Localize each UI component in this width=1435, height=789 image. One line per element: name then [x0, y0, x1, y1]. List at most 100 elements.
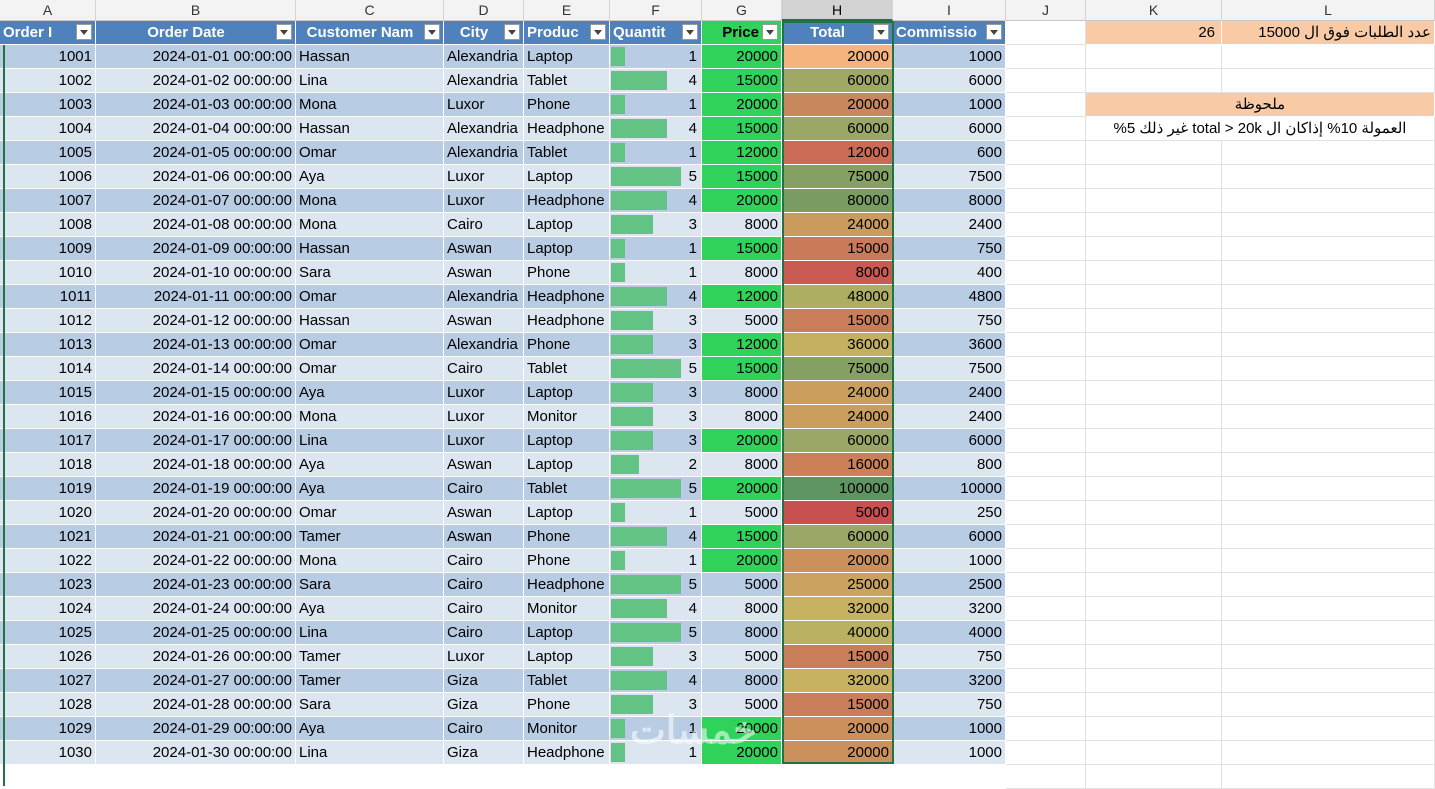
empty-cell[interactable]	[1006, 189, 1086, 213]
price-cell[interactable]: 5000	[702, 693, 782, 717]
quantity-cell[interactable]: 4	[610, 285, 702, 309]
order-date-cell[interactable]: 2024-01-14 00:00:00	[96, 357, 296, 381]
city-cell[interactable]: Aswan	[444, 453, 524, 477]
order-date-cell[interactable]: 2024-01-15 00:00:00	[96, 381, 296, 405]
order-date-cell[interactable]: 2024-01-06 00:00:00	[96, 165, 296, 189]
quantity-cell[interactable]: 3	[610, 693, 702, 717]
product-cell[interactable]: Laptop	[524, 453, 610, 477]
order-date-cell[interactable]: 2024-01-29 00:00:00	[96, 717, 296, 741]
empty-cell[interactable]	[1086, 477, 1222, 501]
city-cell[interactable]: Giza	[444, 693, 524, 717]
city-cell[interactable]: Aswan	[444, 261, 524, 285]
total-cell[interactable]: 32000	[782, 669, 893, 693]
order-id-cell[interactable]: 1027	[0, 669, 96, 693]
column-header-l[interactable]: L	[1222, 0, 1435, 21]
empty-cell[interactable]	[1222, 189, 1435, 213]
empty-cell[interactable]	[1006, 621, 1086, 645]
empty-cell[interactable]	[1006, 165, 1086, 189]
price-cell[interactable]: 12000	[702, 141, 782, 165]
commission-cell[interactable]: 8000	[893, 189, 1006, 213]
price-cell[interactable]: 8000	[702, 213, 782, 237]
order-date-cell[interactable]: 2024-01-25 00:00:00	[96, 621, 296, 645]
product-cell[interactable]: Phone	[524, 693, 610, 717]
customer-cell[interactable]: Aya	[296, 717, 444, 741]
total-cell[interactable]: 80000	[782, 189, 893, 213]
product-cell[interactable]: Laptop	[524, 213, 610, 237]
empty-cell[interactable]	[1086, 261, 1222, 285]
product-cell[interactable]: Monitor	[524, 717, 610, 741]
empty-cell[interactable]	[1006, 381, 1086, 405]
product-cell[interactable]: Tablet	[524, 477, 610, 501]
customer-cell[interactable]: Aya	[296, 165, 444, 189]
empty-cell[interactable]	[1222, 285, 1435, 309]
empty-cell[interactable]	[1006, 693, 1086, 717]
empty-cell[interactable]	[1222, 573, 1435, 597]
customer-cell[interactable]: Mona	[296, 405, 444, 429]
product-cell[interactable]: Tablet	[524, 141, 610, 165]
city-cell[interactable]: Luxor	[444, 381, 524, 405]
price-cell[interactable]: 15000	[702, 357, 782, 381]
empty-cell[interactable]	[1086, 741, 1222, 765]
customer-cell[interactable]: Omar	[296, 501, 444, 525]
customer-cell[interactable]: Omar	[296, 333, 444, 357]
order-date-cell[interactable]: 2024-01-03 00:00:00	[96, 93, 296, 117]
empty-cell[interactable]	[1086, 69, 1222, 93]
empty-cell[interactable]	[1006, 285, 1086, 309]
customer-cell[interactable]: Omar	[296, 141, 444, 165]
city-cell[interactable]: Luxor	[444, 165, 524, 189]
empty-cell[interactable]	[1222, 405, 1435, 429]
empty-cell[interactable]	[1006, 117, 1086, 141]
commission-cell[interactable]: 600	[893, 141, 1006, 165]
price-cell[interactable]: 20000	[702, 741, 782, 765]
empty-cell[interactable]	[1222, 165, 1435, 189]
commission-cell[interactable]: 750	[893, 237, 1006, 261]
city-cell[interactable]: Aswan	[444, 501, 524, 525]
price-cell[interactable]: 20000	[702, 549, 782, 573]
empty-cell[interactable]	[1006, 69, 1086, 93]
quantity-cell[interactable]: 3	[610, 645, 702, 669]
price-cell[interactable]: 5000	[702, 645, 782, 669]
customer-cell[interactable]: Sara	[296, 573, 444, 597]
customer-cell[interactable]: Omar	[296, 285, 444, 309]
commission-cell[interactable]: 3600	[893, 333, 1006, 357]
price-cell[interactable]: 8000	[702, 381, 782, 405]
total-cell[interactable]: 15000	[782, 237, 893, 261]
total-cell[interactable]: 60000	[782, 117, 893, 141]
quantity-cell[interactable]: 4	[610, 669, 702, 693]
order-id-cell[interactable]: 1023	[0, 573, 96, 597]
city-cell[interactable]: Cairo	[444, 717, 524, 741]
city-cell[interactable]: Aswan	[444, 525, 524, 549]
empty-cell[interactable]	[1222, 477, 1435, 501]
product-cell[interactable]: Laptop	[524, 381, 610, 405]
commission-cell[interactable]: 2400	[893, 405, 1006, 429]
total-cell[interactable]: 40000	[782, 621, 893, 645]
customer-cell[interactable]: Tamer	[296, 645, 444, 669]
total-cell[interactable]: 20000	[782, 549, 893, 573]
empty-cell[interactable]	[1222, 621, 1435, 645]
empty-cell[interactable]	[1222, 45, 1435, 69]
customer-cell[interactable]: Lina	[296, 621, 444, 645]
cell-j-header[interactable]	[1006, 21, 1086, 45]
price-cell[interactable]: 15000	[702, 117, 782, 141]
city-cell[interactable]: Cairo	[444, 573, 524, 597]
commission-cell[interactable]: 1000	[893, 717, 1006, 741]
empty-cell[interactable]	[1222, 741, 1435, 765]
city-cell[interactable]: Cairo	[444, 597, 524, 621]
city-cell[interactable]: Cairo	[444, 213, 524, 237]
order-date-cell[interactable]: 2024-01-07 00:00:00	[96, 189, 296, 213]
empty-cell[interactable]	[1222, 717, 1435, 741]
price-cell[interactable]: 8000	[702, 669, 782, 693]
filter-dropdown-icon[interactable]	[873, 24, 889, 40]
product-cell[interactable]: Laptop	[524, 645, 610, 669]
order-id-cell[interactable]: 1016	[0, 405, 96, 429]
empty-cell[interactable]	[1006, 141, 1086, 165]
order-id-cell[interactable]: 1020	[0, 501, 96, 525]
empty-cell[interactable]	[1222, 69, 1435, 93]
empty-cell[interactable]	[1006, 549, 1086, 573]
filter-dropdown-icon[interactable]	[762, 24, 778, 40]
quantity-cell[interactable]: 4	[610, 117, 702, 141]
quantity-cell[interactable]: 5	[610, 621, 702, 645]
filter-dropdown-icon[interactable]	[424, 24, 440, 40]
city-cell[interactable]: Alexandria	[444, 117, 524, 141]
product-cell[interactable]: Headphone	[524, 117, 610, 141]
